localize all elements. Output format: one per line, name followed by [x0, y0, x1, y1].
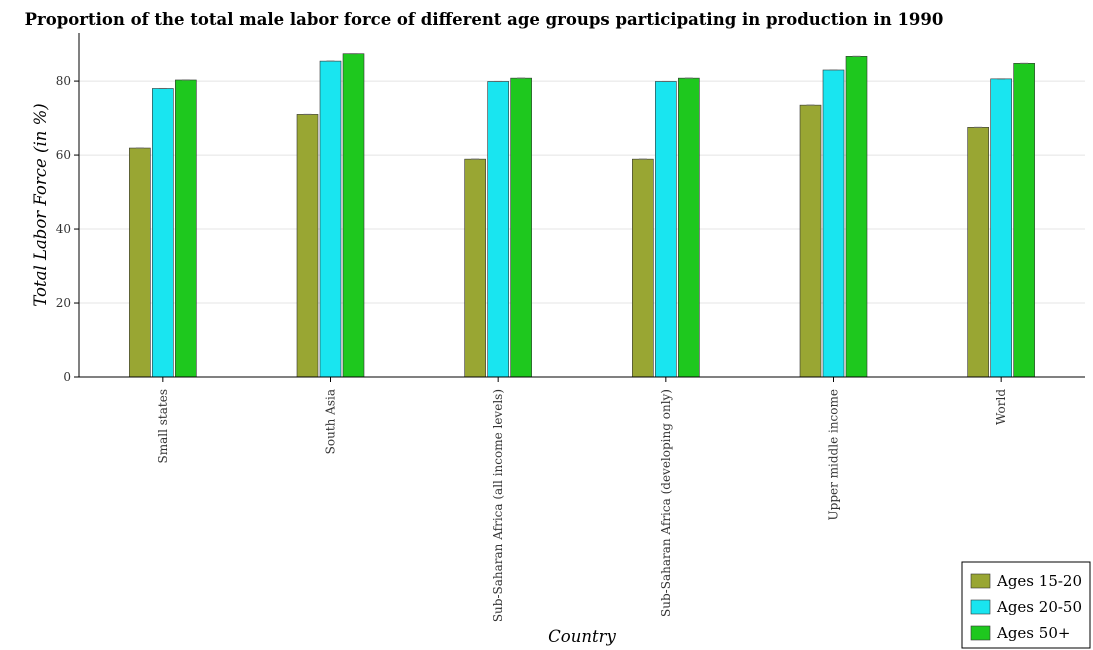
bar [510, 77, 532, 378]
y-axis: 0 20 40 60 80 [56, 33, 80, 384]
legend-swatch [970, 573, 991, 589]
x-tick-label: South Asia [324, 389, 338, 454]
bar [342, 53, 365, 378]
x-axis-label: Country [548, 627, 616, 646]
bar [845, 56, 868, 378]
bar [799, 104, 822, 378]
y-axis-label: Total Labor Force (in %) [31, 103, 50, 306]
bar [990, 78, 1012, 378]
legend-swatch [970, 599, 991, 615]
y-tick-label: 0 [63, 370, 71, 384]
y-tick-label: 60 [56, 148, 71, 162]
bar [129, 147, 151, 378]
bar [152, 88, 174, 378]
bar [296, 114, 319, 378]
bar [655, 81, 677, 378]
x-axis: Small states South Asia Sub-Saharan Africa… [79, 376, 1085, 622]
legend-label: Ages 20-50 [996, 598, 1082, 616]
legend-swatch [970, 625, 991, 641]
bar [319, 60, 342, 378]
x-tick-label: Sub-Saharan Africa (all income levels) [491, 389, 505, 622]
x-tick-label: Upper middle income [827, 389, 841, 520]
bar [1013, 63, 1035, 378]
chart-title: Proportion of the total male labor force… [25, 10, 944, 29]
bar [464, 158, 486, 378]
bar [967, 127, 989, 378]
bar [487, 81, 509, 378]
x-tick-label: World [994, 389, 1008, 425]
plot-area [79, 33, 1085, 377]
bar [632, 158, 654, 378]
y-tick-label: 20 [56, 296, 71, 310]
bar [175, 79, 197, 378]
x-tick-label: Small states [156, 389, 170, 463]
y-tick-label: 80 [56, 74, 71, 88]
bar [822, 69, 845, 378]
y-tick-label: 40 [56, 222, 71, 236]
bars [129, 53, 1035, 378]
bar [678, 77, 700, 378]
legend: Ages 15-20 Ages 20-50 Ages 50+ [961, 561, 1091, 649]
x-tick-label: Sub-Saharan Africa (developing only) [659, 389, 673, 617]
legend-label: Ages 15-20 [996, 572, 1082, 590]
legend-label: Ages 50+ [996, 624, 1070, 642]
